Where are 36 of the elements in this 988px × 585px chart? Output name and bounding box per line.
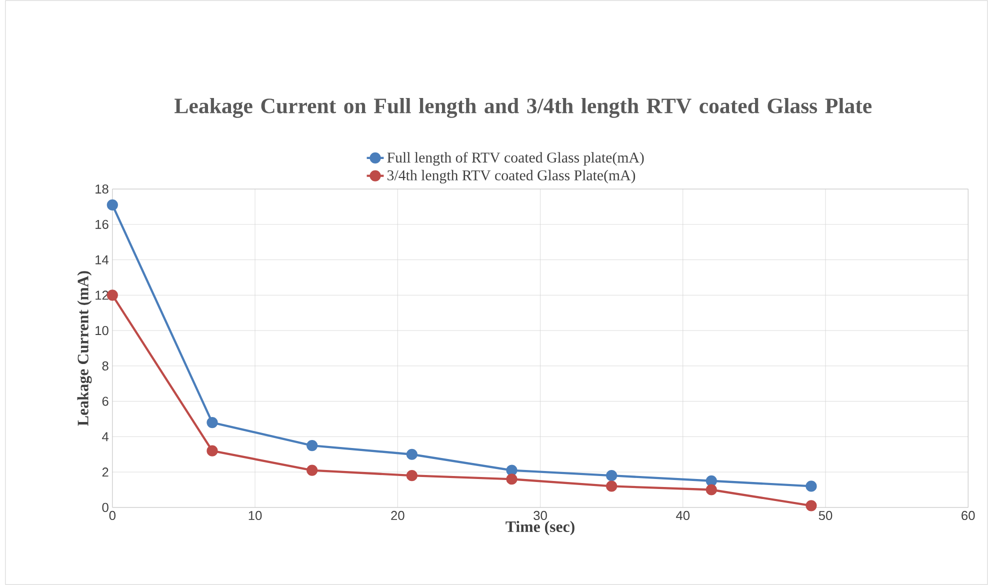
point: [606, 470, 618, 482]
point: [806, 500, 817, 512]
chart-title: Leakage Current on Full length and 3/4th length RTV coated Glass Plate: [174, 98, 872, 118]
point: [106, 199, 118, 210]
y-tick-label: 16: [96, 220, 108, 229]
x-tick-label: 50: [818, 510, 832, 520]
y-axis-title: Leakage Current (mA): [77, 271, 92, 426]
point: [206, 416, 218, 428]
point: [406, 470, 418, 482]
point: [606, 480, 618, 492]
y-tick-label: 8: [102, 361, 108, 370]
x-tick-label: 60: [962, 510, 975, 520]
point: [706, 475, 717, 486]
y-tick-label: 2: [102, 468, 108, 477]
point: [506, 464, 518, 476]
point: [206, 445, 218, 456]
x-tick-label: 0: [109, 510, 116, 520]
point: [306, 464, 318, 476]
y-tick-label: 10: [96, 326, 108, 336]
point: [806, 480, 817, 492]
y-tick-label: 14: [96, 255, 109, 264]
point: [506, 474, 518, 485]
y-tick-label: 0: [102, 502, 108, 512]
x-axis-title: Time (sec): [506, 520, 574, 536]
y-tick-label: 6: [102, 396, 108, 406]
y-tick-label: 18: [96, 184, 108, 194]
legend-label: Full length of RTV coated Glass plate(mA): [387, 152, 644, 166]
x-tick-label: 20: [391, 510, 404, 520]
point: [306, 440, 318, 452]
x-tick-label: 40: [676, 510, 690, 520]
x-tick-label: 10: [248, 510, 262, 520]
point: [706, 484, 717, 496]
legend-label: 3/4th length RTV coated Glass Plate(mA): [388, 170, 636, 184]
y-tick-label: 4: [102, 432, 109, 442]
x-tick-label: 30: [534, 510, 547, 520]
point: [406, 448, 418, 460]
